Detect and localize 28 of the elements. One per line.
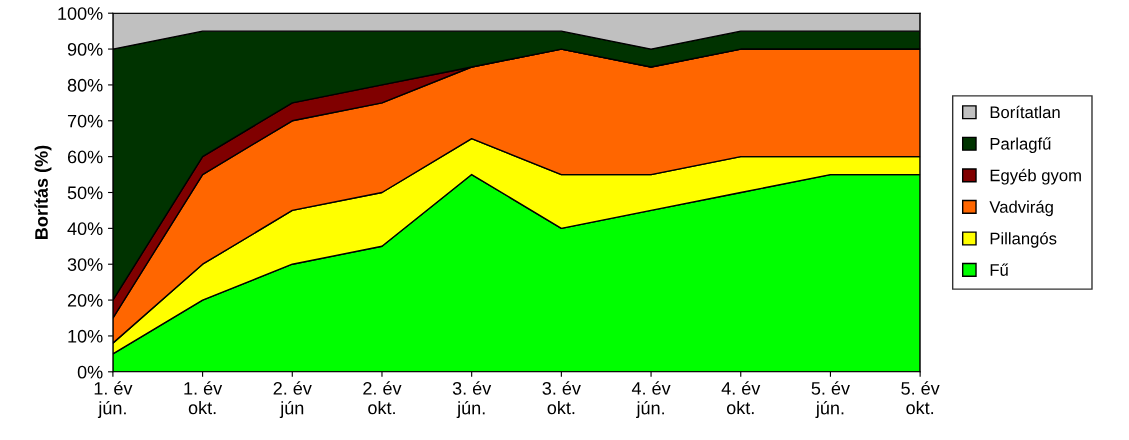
y-tick-label: 70%: [67, 114, 103, 128]
y-tick-label: 50%: [67, 186, 103, 200]
y-tick-label: 10%: [68, 329, 103, 343]
y-tick-label: 30%: [67, 258, 103, 271]
x-tick-label: 5. év okt.: [901, 381, 940, 415]
legend-label: Fű: [990, 263, 1009, 276]
legend-label: Borítatlan: [990, 105, 1060, 119]
y-tick-label: 100%: [58, 7, 103, 20]
x-tick-label: 2. év okt.: [363, 381, 402, 415]
x-tick-label: 4. év okt.: [721, 381, 761, 415]
y-tick-label: 80%: [67, 78, 103, 92]
legend-label: Parlagfű: [990, 137, 1051, 154]
y-tick-label: 20%: [67, 294, 103, 307]
x-tick-label: 2. év jún: [273, 381, 312, 419]
x-tick-label: 3. év okt.: [542, 381, 581, 415]
x-tick-label: 4. év jún.: [631, 381, 671, 419]
x-tick-label: 5. év jún.: [811, 381, 850, 419]
y-axis-title: Borítás (%): [34, 145, 52, 239]
legend-label: Pillangós: [990, 231, 1057, 248]
y-tick-label: 40%: [67, 222, 103, 236]
x-tick-label: 3. év jún.: [452, 381, 492, 419]
x-tick-label: 1. év jún.: [94, 381, 133, 419]
legend-label: Egyéb gyom: [990, 168, 1081, 185]
y-tick-label: 60%: [67, 150, 103, 164]
y-tick-label: 90%: [67, 42, 103, 56]
legend-label: Vadvirág: [989, 200, 1053, 217]
y-tick-label: 0%: [77, 365, 103, 379]
x-tick-label: 1. év okt.: [184, 381, 223, 415]
